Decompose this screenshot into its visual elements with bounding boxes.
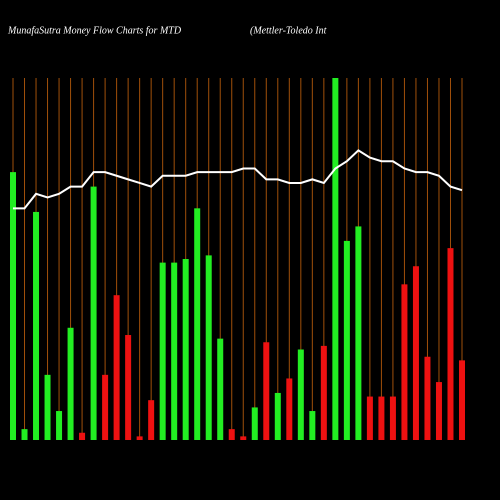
bar — [366, 396, 373, 440]
bar — [320, 345, 327, 440]
bar — [33, 211, 40, 440]
bar — [435, 382, 442, 440]
bar — [355, 226, 362, 440]
bar — [102, 374, 109, 440]
bar — [113, 295, 120, 440]
bar — [148, 400, 155, 440]
bar — [21, 429, 28, 440]
bar — [332, 78, 339, 440]
bar — [251, 407, 258, 440]
money-flow-line — [13, 149, 463, 210]
bar — [79, 432, 86, 440]
bar — [297, 349, 304, 440]
bar — [56, 411, 63, 440]
bar — [309, 411, 316, 440]
bar — [412, 266, 419, 440]
bar — [194, 208, 201, 440]
bar — [389, 396, 396, 440]
bar — [90, 186, 97, 440]
bar — [263, 342, 270, 440]
bar — [401, 284, 408, 440]
bar — [343, 240, 350, 440]
bar — [286, 378, 293, 440]
bar — [447, 248, 454, 440]
bar — [182, 259, 189, 440]
bar — [125, 335, 132, 440]
bar — [10, 172, 16, 440]
bar — [274, 392, 281, 440]
bar — [205, 255, 212, 440]
bar — [240, 436, 247, 440]
bar — [136, 436, 143, 440]
bar — [44, 374, 51, 440]
chart-subtitle: (Mettler-Toledo Int — [250, 25, 327, 36]
bar — [67, 327, 74, 440]
bar — [171, 262, 178, 440]
chart-title: MunafaSutra Money Flow Charts for MTD — [7, 25, 182, 36]
bar — [228, 429, 235, 440]
bar — [159, 262, 166, 440]
bar — [459, 360, 465, 440]
bar — [217, 338, 224, 440]
bar — [424, 356, 431, 440]
bar — [378, 396, 385, 440]
